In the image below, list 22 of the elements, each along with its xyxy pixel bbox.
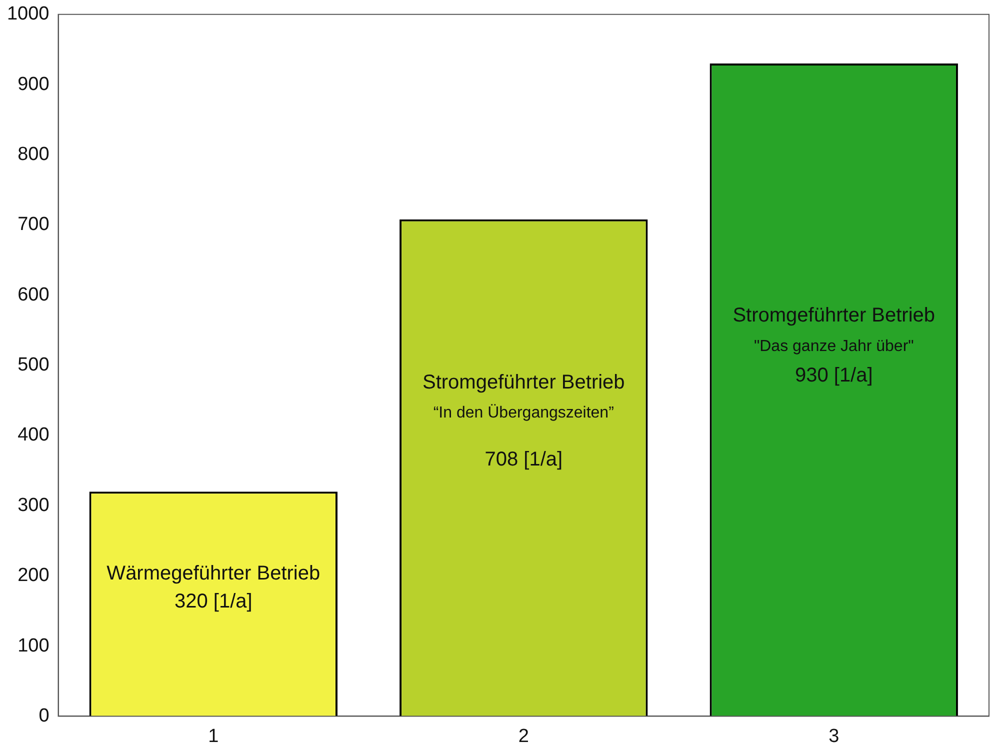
y-tick-label: 800 <box>18 144 50 165</box>
y-tick-label: 500 <box>18 354 50 376</box>
y-tick-label: 300 <box>18 494 50 516</box>
annotation: Stromgeführter Betrieb <box>732 304 936 327</box>
x-tick-label: 1 <box>208 726 219 747</box>
y-tick-label: 700 <box>18 214 50 236</box>
y-tick-label: 100 <box>18 635 50 656</box>
y-tick-label: 600 <box>18 284 50 306</box>
y-tick-label: 900 <box>18 74 50 95</box>
x-tick-label: 3 <box>828 726 840 747</box>
y-tick-label: 400 <box>18 424 50 446</box>
annotation: “In den Übergangszeiten” <box>433 403 614 422</box>
annotation: Stromgeführter Betrieb <box>422 371 625 394</box>
annotation: 320 [1/a] <box>174 590 252 612</box>
annotation: 930 [1/a] <box>794 364 873 386</box>
annotation: Wärmegeführter Betrieb <box>106 562 320 584</box>
annotation: 708 [1/a] <box>484 448 563 471</box>
annotation: "Das ganze Jahr über" <box>754 338 914 355</box>
y-tick-label: 1000 <box>6 4 50 25</box>
y-tick-label: 0 <box>38 705 50 726</box>
y-tick-label: 200 <box>18 565 50 586</box>
x-tick-label: 2 <box>518 726 529 747</box>
